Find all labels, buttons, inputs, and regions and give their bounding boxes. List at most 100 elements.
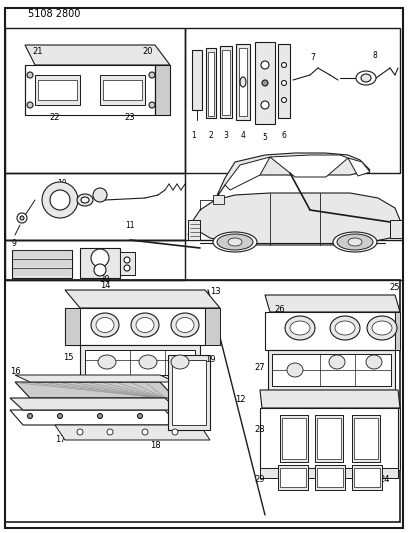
Circle shape xyxy=(142,429,148,435)
Ellipse shape xyxy=(81,197,89,203)
Polygon shape xyxy=(100,75,145,105)
Polygon shape xyxy=(315,415,343,462)
Ellipse shape xyxy=(136,318,154,333)
Text: 21: 21 xyxy=(33,47,43,56)
Polygon shape xyxy=(354,418,378,459)
Polygon shape xyxy=(268,350,395,390)
Ellipse shape xyxy=(217,234,253,250)
Polygon shape xyxy=(398,408,400,470)
Text: 26: 26 xyxy=(275,305,285,314)
Polygon shape xyxy=(25,45,170,65)
Text: 28: 28 xyxy=(255,425,265,434)
Ellipse shape xyxy=(91,313,119,337)
Polygon shape xyxy=(65,290,220,308)
Polygon shape xyxy=(206,48,216,118)
Circle shape xyxy=(149,102,155,108)
Ellipse shape xyxy=(240,77,246,87)
Polygon shape xyxy=(65,308,80,345)
Polygon shape xyxy=(236,44,250,120)
Text: 24: 24 xyxy=(380,475,390,484)
Text: 9: 9 xyxy=(11,238,16,247)
Circle shape xyxy=(27,72,33,78)
Polygon shape xyxy=(278,465,308,490)
Text: 25: 25 xyxy=(390,284,400,293)
Polygon shape xyxy=(222,50,230,115)
Polygon shape xyxy=(188,193,400,245)
Polygon shape xyxy=(55,425,210,440)
Polygon shape xyxy=(225,157,270,190)
Circle shape xyxy=(98,414,102,418)
Text: 6: 6 xyxy=(282,132,286,141)
Polygon shape xyxy=(168,355,210,430)
Ellipse shape xyxy=(348,238,362,246)
Polygon shape xyxy=(25,65,155,115)
Text: 8: 8 xyxy=(373,51,377,60)
Polygon shape xyxy=(317,468,343,487)
Polygon shape xyxy=(220,46,232,118)
Ellipse shape xyxy=(285,316,315,340)
Text: 30: 30 xyxy=(100,276,110,285)
Polygon shape xyxy=(265,295,400,312)
Bar xyxy=(5,173,185,240)
Polygon shape xyxy=(188,220,200,240)
Circle shape xyxy=(50,190,70,210)
Text: 16: 16 xyxy=(10,367,20,376)
Polygon shape xyxy=(215,153,370,200)
Circle shape xyxy=(91,249,109,267)
Text: 5: 5 xyxy=(263,133,267,142)
Text: 14: 14 xyxy=(100,281,110,290)
Text: 11: 11 xyxy=(125,221,135,230)
Text: 18: 18 xyxy=(150,440,160,449)
Ellipse shape xyxy=(356,71,376,85)
Circle shape xyxy=(77,429,83,435)
Circle shape xyxy=(124,257,130,263)
Polygon shape xyxy=(265,312,395,350)
Polygon shape xyxy=(348,158,370,176)
Ellipse shape xyxy=(335,321,355,335)
Polygon shape xyxy=(282,418,306,459)
Polygon shape xyxy=(80,248,120,278)
Text: 17: 17 xyxy=(55,435,65,445)
Bar xyxy=(5,240,185,280)
Polygon shape xyxy=(270,155,348,177)
Ellipse shape xyxy=(171,313,199,337)
Ellipse shape xyxy=(139,355,157,369)
Ellipse shape xyxy=(77,194,93,206)
Circle shape xyxy=(137,414,142,418)
Circle shape xyxy=(262,80,268,86)
Polygon shape xyxy=(10,410,178,425)
Circle shape xyxy=(282,98,286,102)
Text: 15: 15 xyxy=(63,353,73,362)
Text: 12: 12 xyxy=(235,395,245,405)
Polygon shape xyxy=(80,345,200,380)
Ellipse shape xyxy=(367,316,397,340)
Polygon shape xyxy=(260,408,398,470)
Polygon shape xyxy=(239,48,247,116)
Polygon shape xyxy=(103,80,142,100)
Circle shape xyxy=(58,414,62,418)
Text: 23: 23 xyxy=(125,114,135,123)
Polygon shape xyxy=(213,195,224,204)
Circle shape xyxy=(42,182,78,218)
Text: 22: 22 xyxy=(50,114,60,123)
Ellipse shape xyxy=(98,355,116,369)
Polygon shape xyxy=(260,390,400,408)
Polygon shape xyxy=(192,50,202,110)
Text: 7: 7 xyxy=(310,53,315,62)
Ellipse shape xyxy=(366,355,382,369)
Circle shape xyxy=(94,264,106,276)
Ellipse shape xyxy=(287,363,303,377)
Bar xyxy=(5,28,185,173)
Polygon shape xyxy=(155,65,170,115)
Text: 13: 13 xyxy=(210,287,220,296)
Text: 29: 29 xyxy=(255,475,265,484)
Text: 2: 2 xyxy=(208,132,213,141)
Ellipse shape xyxy=(131,313,159,337)
Polygon shape xyxy=(15,375,175,382)
Ellipse shape xyxy=(228,238,242,246)
Text: 1: 1 xyxy=(192,131,196,140)
Polygon shape xyxy=(255,42,275,124)
Polygon shape xyxy=(280,468,306,487)
Polygon shape xyxy=(354,468,380,487)
Text: 19: 19 xyxy=(205,356,215,365)
